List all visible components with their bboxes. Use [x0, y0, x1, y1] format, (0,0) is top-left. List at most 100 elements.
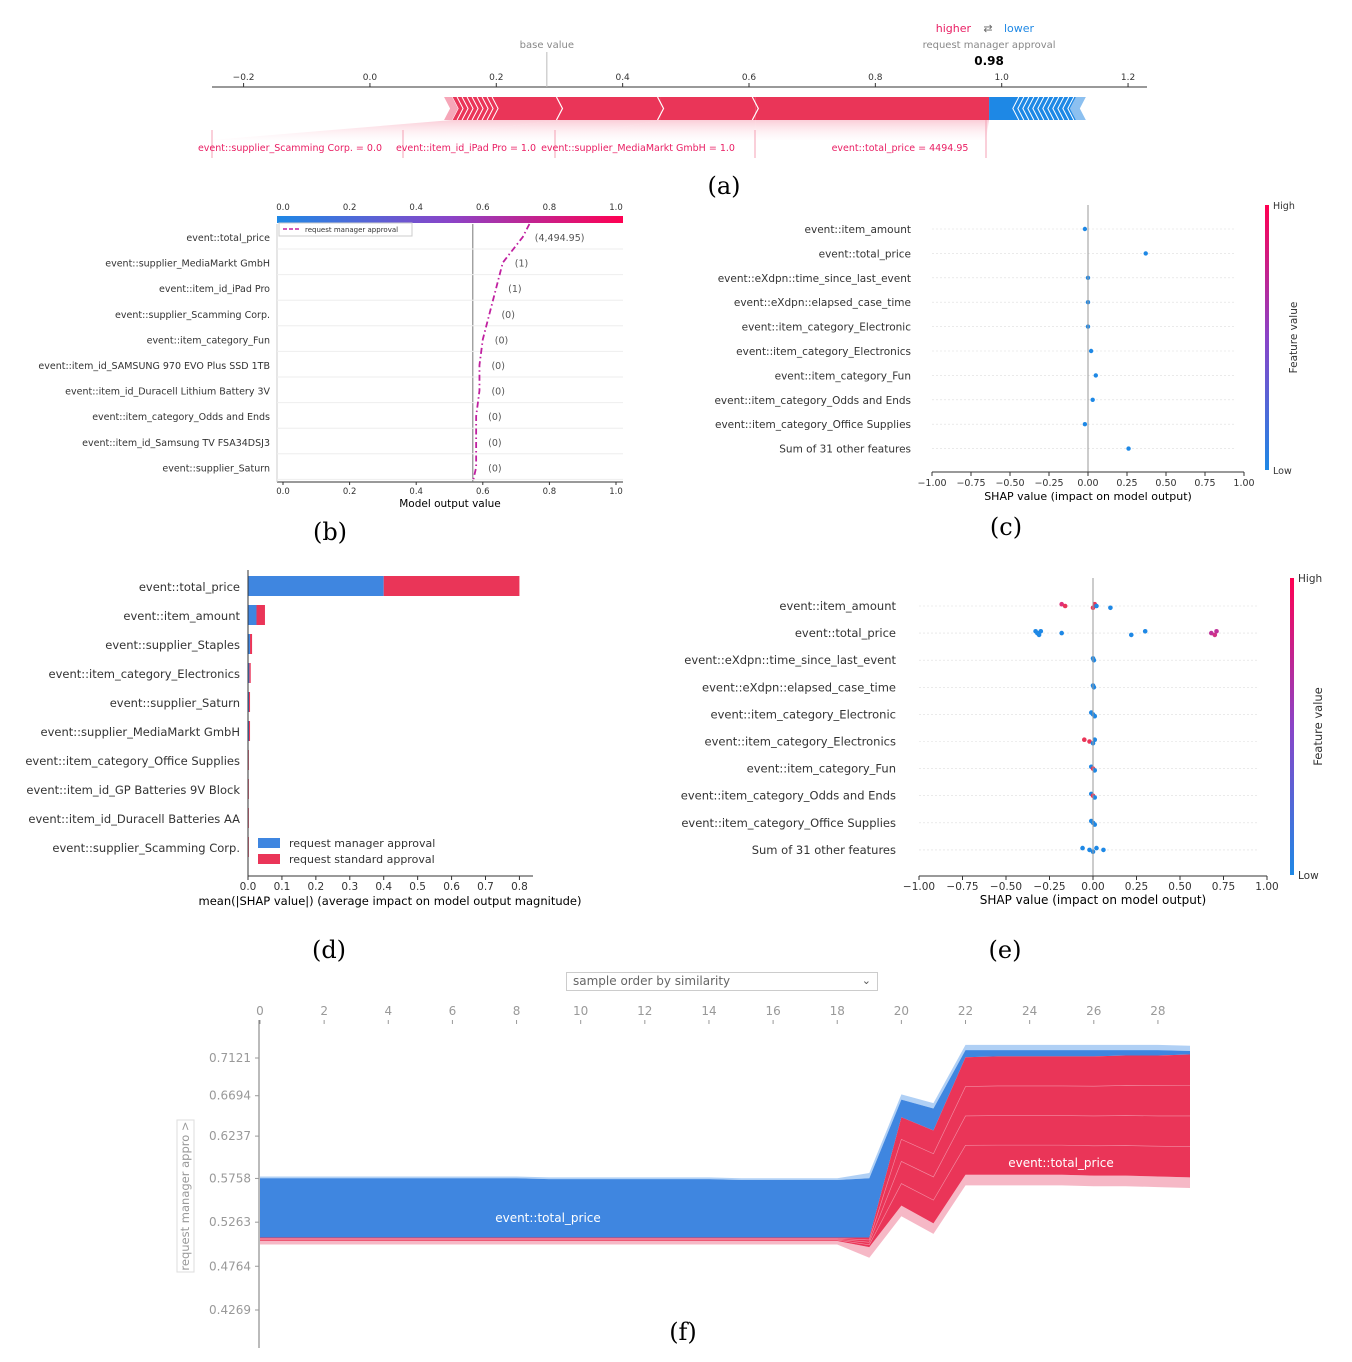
colorbar: [1290, 578, 1294, 875]
beeswarm-feature-name: event::item_category_Odds and Ends: [681, 789, 896, 803]
force-tick-label: 0.8: [868, 73, 883, 83]
beeswarm-tick-label: 1.00: [1255, 881, 1278, 893]
sample-order-dropdown-label: sample order by similarity: [573, 974, 731, 988]
beeswarm-point: [1087, 847, 1092, 853]
beeswarm-tick-label: 0.75: [1212, 881, 1235, 893]
decision-feature-name: event::total_price: [186, 233, 270, 244]
beeswarm-point: [1038, 629, 1044, 634]
force-tick-label: 0.0: [363, 73, 378, 83]
force-edge: [444, 97, 459, 120]
beeswarm-tick-label: 0.25: [1125, 881, 1148, 893]
beeswarm-point: [1092, 822, 1098, 827]
f-inner-line: [260, 1115, 1190, 1243]
force-chevron: [1022, 96, 1030, 121]
force-chevron: [1027, 96, 1035, 121]
decision-feature-value: (0): [488, 438, 501, 449]
beeswarm-point: [1092, 713, 1098, 719]
beeswarm-tick-label: −0.50: [995, 478, 1024, 489]
bar-tick-label: 0.8: [511, 881, 528, 893]
beeswarm-tick-label: 0.00: [1077, 478, 1098, 489]
beeswarm-tick-label: 0.25: [1116, 478, 1137, 489]
bar-category-label: event::item_category_Office Supplies: [25, 754, 240, 768]
bar-legend-swatch: [258, 838, 280, 848]
bar-manager-approval: [248, 692, 250, 712]
beeswarm-feature-name: event::eXdpn::time_since_last_event: [684, 653, 896, 667]
beeswarm-point: [1082, 422, 1088, 427]
legend-arrow-icon: ⇄: [983, 22, 992, 35]
force-edge: [1069, 97, 1086, 120]
force-feature-label: event::supplier_Scamming Corp. = 0.0: [198, 143, 382, 154]
bar-category-label: event::item_id_Duracell Batteries AA: [28, 812, 240, 826]
force-chevron: [456, 96, 464, 121]
beeswarm-point: [1094, 845, 1099, 851]
base-value-label: base value: [520, 40, 574, 51]
decision-top-tick-label: 0.2: [343, 203, 357, 213]
beeswarm-feature-name: event::item_amount: [779, 599, 896, 613]
bar-tick-label: 0.3: [341, 881, 358, 893]
decision-feature-name: event::item_id_Samsung TV FSA34DSJ3: [82, 438, 270, 449]
decision-feature-value: (0): [491, 387, 504, 398]
force-chevron: [1017, 96, 1025, 121]
force-chevron: [471, 96, 479, 121]
colorbar-label: Feature value: [1288, 302, 1300, 374]
f-x-tick-label: 4: [384, 1004, 392, 1018]
bar-legend-label: request manager approval: [289, 837, 435, 850]
f-x-tick-label: 18: [830, 1004, 845, 1018]
decision-top-tick-label: 0.4: [409, 203, 423, 213]
decision-bottom-tick-label: 1.0: [609, 487, 623, 497]
f-y-tick-label: 0.6237: [209, 1129, 251, 1143]
f-y-tick-label: 0.4764: [209, 1259, 251, 1273]
decision-feature-name: event::supplier_Scamming Corp.: [115, 310, 270, 321]
decision-bottom-tick-label: 0.2: [343, 487, 357, 497]
bar-category-label: event::supplier_Scamming Corp.: [52, 841, 240, 855]
panel-f-stacked-force: 0 2 4 6 8 10 12 14 16 18 20 22 24 26 280.71210.66940.6…: [176, 1004, 1191, 1348]
bar-manager-approval: [248, 721, 250, 741]
beeswarm-feature-name: event::total_price: [795, 626, 896, 640]
beeswarm-feature-name: event::item_category_Electronic: [711, 707, 897, 721]
bar-standard-approval: [249, 663, 251, 683]
force-chevron: [1057, 96, 1065, 121]
f-x-tick-label: 0: [256, 1004, 264, 1018]
f-ylabel: request manager appro >: [178, 1121, 192, 1270]
chevron-down-icon: ⌄: [861, 974, 871, 987]
beeswarm-point: [1091, 685, 1097, 690]
bar-standard-approval: [249, 721, 251, 741]
caption-c: (c): [990, 513, 1022, 541]
force-chevron: [1052, 96, 1060, 121]
f-ylabel-select: [176, 1119, 195, 1273]
force-chevron: [1042, 96, 1050, 121]
force-positive-segment: [755, 97, 990, 120]
beeswarm-feature-name: event::item_category_Electronics: [736, 346, 911, 358]
beeswarm-tick-label: −0.25: [1033, 881, 1065, 893]
force-positive-segment: [660, 97, 756, 120]
bar-legend-swatch: [258, 854, 280, 864]
f-x-tick-label: 16: [765, 1004, 780, 1018]
bar-manager-approval: [248, 634, 251, 654]
beeswarm-point: [1062, 603, 1068, 609]
beeswarm-tick-label: −0.75: [946, 881, 978, 893]
caption-d: (d): [312, 936, 346, 964]
bar-tick-label: 0.6: [443, 881, 460, 893]
panel-e-beeswarm: event::item_amountevent::total_priceeven…: [681, 573, 1325, 907]
sample-order-dropdown[interactable]: sample order by similarity ⌄: [566, 972, 878, 991]
force-positive-segment: [559, 97, 661, 120]
bar-category-label: event::item_id_GP Batteries 9V Block: [26, 783, 240, 797]
panel-b-decision-plot: 0.0 0.0 0.2 0.2 0.4 0.4 0.6 0.6 0.8 0.8 1.0 1.0 Mode…: [38, 203, 623, 510]
bar-standard-approval: [248, 779, 249, 799]
bar-tick-label: 0.5: [409, 881, 426, 893]
f-blue-label: event::total_price: [495, 1211, 601, 1225]
panel-a-force-plot: −0.2 0.0 0.2 0.4 0.6 0.8 1.0 1.2 base value highe…: [198, 22, 1147, 158]
f-x-tick-label: 22: [958, 1004, 973, 1018]
bar-standard-approval: [248, 750, 249, 770]
caption-f: (f): [669, 1318, 697, 1346]
decision-feature-name: event::item_id_iPad Pro: [159, 284, 270, 295]
force-chevron: [476, 96, 484, 121]
force-tick-label: 0.6: [742, 73, 757, 83]
force-chevron: [1067, 96, 1075, 121]
f-y-tick-label: 0.4269: [209, 1303, 251, 1317]
bar-standard-approval: [248, 837, 249, 857]
beeswarm-tick-label: 0.50: [1155, 478, 1176, 489]
beeswarm-feature-name: event::item_category_Odds and Ends: [714, 395, 911, 407]
beeswarm-feature-name: event::item_category_Fun: [747, 762, 896, 776]
f-blue-band: [260, 1050, 1190, 1238]
